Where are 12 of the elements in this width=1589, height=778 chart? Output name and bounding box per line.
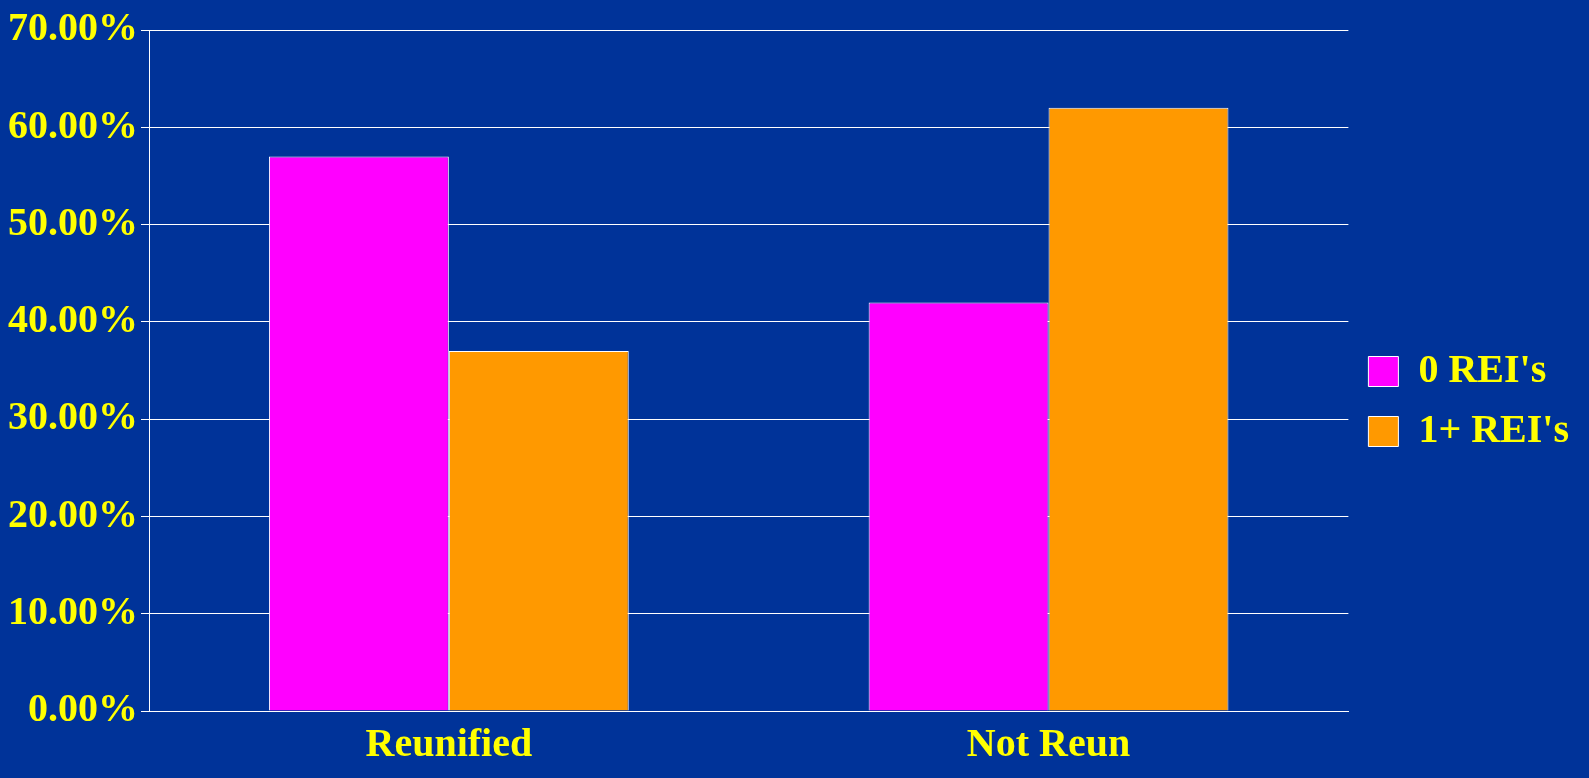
legend-label: 1+ REI's [1418, 405, 1569, 451]
legend-label: 0 REI's [1418, 345, 1547, 391]
y-tick-label: 10.00% [8, 588, 138, 634]
y-tick-label: 20.00% [8, 490, 138, 536]
y-tick-label: 70.00% [8, 4, 138, 50]
y-tick-label: 50.00% [8, 198, 138, 244]
y-tick-label: 40.00% [8, 296, 138, 342]
x-tick-label: Reunified [365, 720, 533, 766]
x-tick-label: Not Reun [966, 720, 1131, 766]
y-tick-label: 60.00% [8, 101, 138, 147]
y-tick-label: 30.00% [8, 393, 138, 439]
y-tick-label: 0.00% [28, 685, 138, 731]
